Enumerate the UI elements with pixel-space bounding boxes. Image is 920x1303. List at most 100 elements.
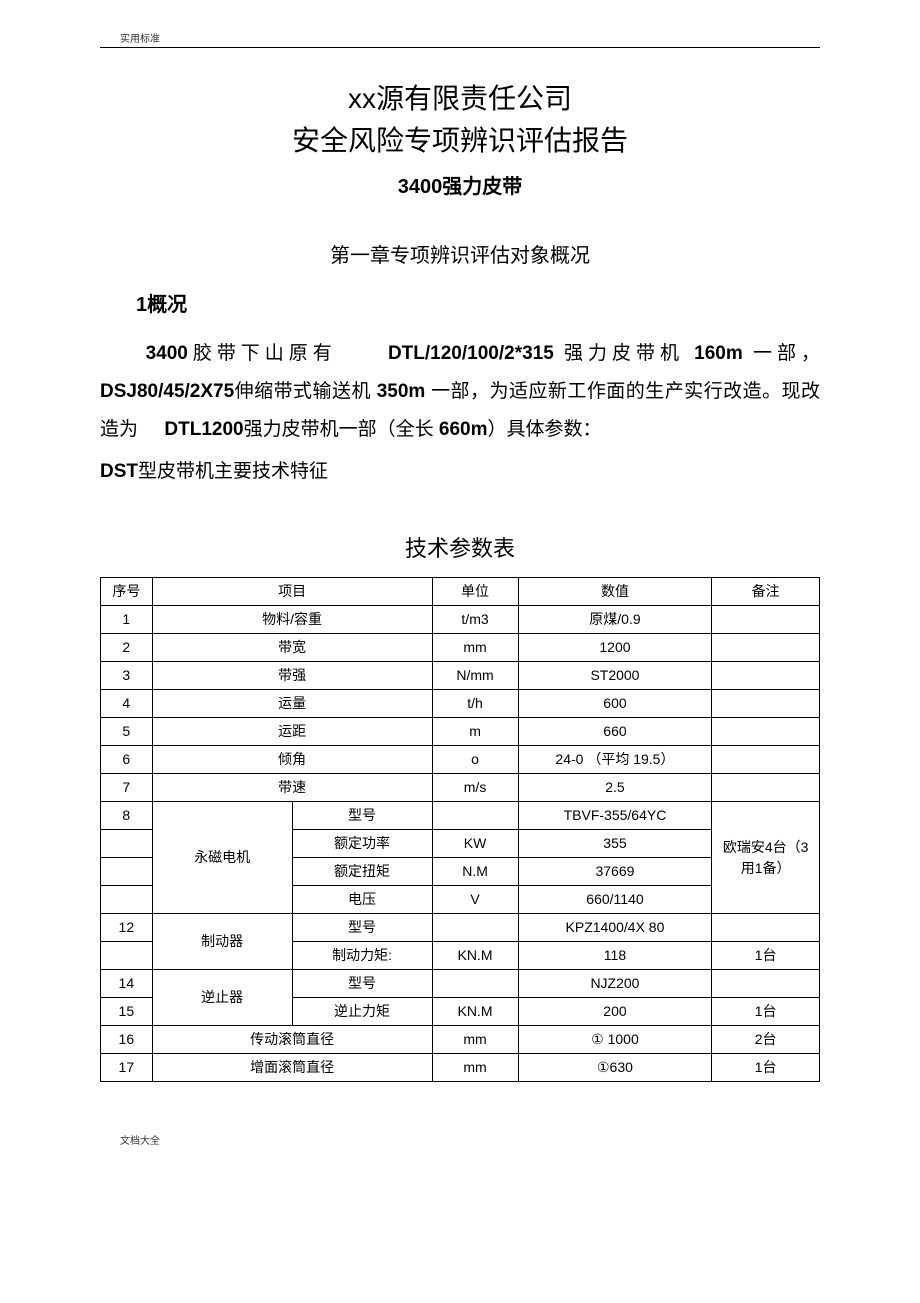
cell-item: 物料/容重 [152,606,432,634]
header-rule [100,47,820,48]
th-seq: 序号 [101,578,153,606]
cell-note: 1台 [712,998,820,1026]
cell-value: 37669 [518,858,712,886]
cell-item: 运量 [152,690,432,718]
run-bold-9: 350m [377,381,431,402]
cell-unit: m [432,718,518,746]
run-14: ）具体参数： [488,419,602,440]
table-row: 4 运量 t/h 600 [101,690,820,718]
cell-unit: t/m3 [432,606,518,634]
run-bold-11: DTL1200 [164,419,243,440]
document-page: 实用标准 xx源有限责任公司 安全风险专项辨识评估报告 3400强力皮带 第一章… [0,0,920,1207]
cell-seq: 17 [101,1054,153,1082]
table-row: 2 带宽 mm 1200 [101,634,820,662]
cell-value: ST2000 [518,662,712,690]
cell-value: TBVF-355/64YC [518,802,712,830]
run-bold-7: DSJ80/45/2X75 [100,381,234,402]
cell-seq: 8 [101,802,153,830]
cell-unit: KW [432,830,518,858]
cell-note [712,970,820,998]
cell-seq: 5 [101,718,153,746]
footer-label: 文档大全 [120,1132,820,1147]
dst-rest: 型皮带机主要技术特征 [138,461,328,482]
cell-seq: 12 [101,914,153,942]
cell-note [712,606,820,634]
cell-group-motor: 永磁电机 [152,802,292,914]
cell-item: 增面滚筒直径 [152,1054,432,1082]
cell-subname: 电压 [292,886,432,914]
cell-subname: 型号 [292,802,432,830]
cell-value: NJZ200 [518,970,712,998]
cell-seq: 3 [101,662,153,690]
chapter-heading: 第一章专项辨识评估对象概况 [100,239,820,268]
run-bold-5: 160m [694,343,753,364]
table-row: 16 传动滚筒直径 mm ① 1000 2台 [101,1026,820,1054]
cell-note [712,690,820,718]
cell-note [712,718,820,746]
cell-unit: m/s [432,774,518,802]
cell-note [712,662,820,690]
cell-value: 1200 [518,634,712,662]
dst-bold: DST [100,461,138,482]
report-title: 安全风险专项辨识评估报告 [100,120,820,162]
cell-note: 1台 [712,942,820,970]
cell-unit: mm [432,1054,518,1082]
cell-subname: 额定功率 [292,830,432,858]
cell-unit [432,914,518,942]
cell-seq [101,886,153,914]
cell-seq: 14 [101,970,153,998]
cell-unit [432,970,518,998]
cell-unit: V [432,886,518,914]
cell-value: 660/1140 [518,886,712,914]
cell-subname: 制动力矩: [292,942,432,970]
table-row: 7 带速 m/s 2.5 [101,774,820,802]
cell-note [712,634,820,662]
cell-note-motor: 欧瑞安4台（3用1备） [712,802,820,914]
cell-note: 2台 [712,1026,820,1054]
cell-note [712,914,820,942]
spec-table: 序号 项目 单位 数值 备注 1 物料/容重 t/m3 原煤/0.9 2 带宽 … [100,577,820,1082]
run-bold-13: 660m [439,419,488,440]
section-heading: 1概况 [136,288,820,317]
th-unit: 单位 [432,578,518,606]
table-row: 3 带强 N/mm ST2000 [101,662,820,690]
table-row: 12 制动器 型号 KPZ1400/4X 80 [101,914,820,942]
cell-item: 传动滚筒直径 [152,1026,432,1054]
cell-seq: 7 [101,774,153,802]
cell-unit: N/mm [432,662,518,690]
cell-unit [432,802,518,830]
cell-seq [101,830,153,858]
table-header-row: 序号 项目 单位 数值 备注 [101,578,820,606]
cell-unit: N.M [432,858,518,886]
cell-subname: 逆止力矩 [292,998,432,1026]
cell-value: ① 1000 [518,1026,712,1054]
cell-subname: 额定扭矩 [292,858,432,886]
cell-item: 倾角 [152,746,432,774]
cell-subname: 型号 [292,970,432,998]
cell-unit: o [432,746,518,774]
cell-subname: 型号 [292,914,432,942]
cell-value: KPZ1400/4X 80 [518,914,712,942]
table-row: 8 永磁电机 型号 TBVF-355/64YC 欧瑞安4台（3用1备） [101,802,820,830]
cell-unit: KN.M [432,998,518,1026]
run-12: 强力皮带机一部（全长 [244,419,439,440]
cell-unit: mm [432,1026,518,1054]
cell-unit: mm [432,634,518,662]
cell-unit: t/h [432,690,518,718]
cell-item: 运距 [152,718,432,746]
cell-seq: 2 [101,634,153,662]
cell-seq [101,858,153,886]
th-value: 数值 [518,578,712,606]
report-subtitle: 3400强力皮带 [100,170,820,199]
cell-seq: 16 [101,1026,153,1054]
cell-value: 355 [518,830,712,858]
cell-group-backstop: 逆止器 [152,970,292,1026]
cell-seq: 4 [101,690,153,718]
cell-value: 2.5 [518,774,712,802]
title-block: xx源有限责任公司 安全风险专项辨识评估报告 3400强力皮带 [100,78,820,199]
dst-line: DST型皮带机主要技术特征 [100,453,820,491]
cell-unit: KN.M [432,942,518,970]
table-row: 6 倾角 o 24-0 （平均 19.5） [101,746,820,774]
run-4: 强力皮带机 [564,343,694,364]
cell-value: 原煤/0.9 [518,606,712,634]
